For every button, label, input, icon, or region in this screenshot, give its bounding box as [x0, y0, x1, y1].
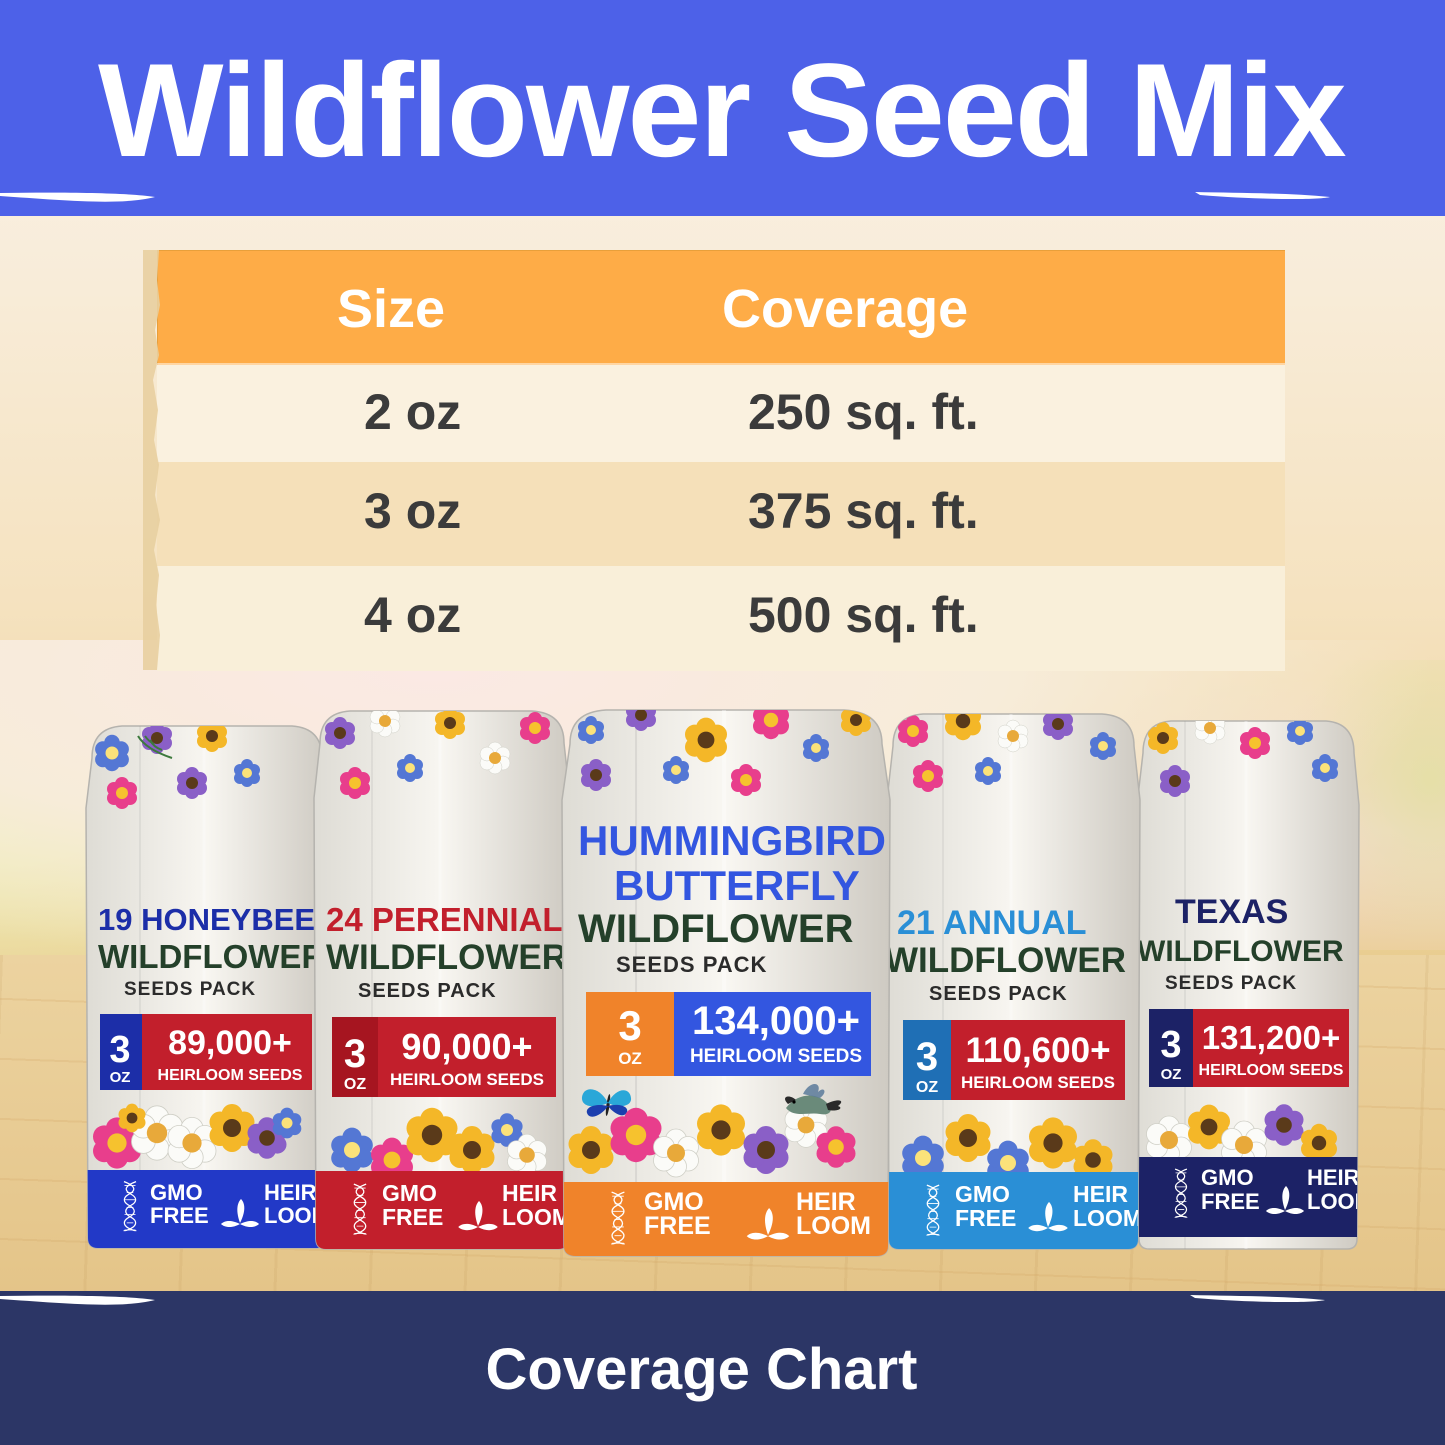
- svg-text:3: 3: [916, 1035, 938, 1079]
- svg-text:19 HONEYBEE: 19 HONEYBEE: [98, 902, 315, 937]
- svg-text:GMO: GMO: [150, 1180, 203, 1205]
- svg-text:90,000+: 90,000+: [401, 1026, 532, 1067]
- svg-text:FREE: FREE: [644, 1212, 711, 1240]
- svg-text:LOOM: LOOM: [1307, 1189, 1362, 1214]
- svg-text:WILDFLOWER: WILDFLOWER: [578, 907, 854, 951]
- svg-text:3: 3: [618, 1002, 641, 1049]
- svg-text:SEEDS PACK: SEEDS PACK: [616, 952, 767, 977]
- svg-text:21 ANNUAL: 21 ANNUAL: [897, 904, 1087, 942]
- svg-text:LOOM: LOOM: [796, 1212, 871, 1240]
- svg-text:SEEDS PACK: SEEDS PACK: [929, 983, 1068, 1005]
- svg-text:HEIR: HEIR: [264, 1180, 317, 1205]
- svg-text:OZ: OZ: [618, 1049, 642, 1068]
- svg-text:WILDFLOWER: WILDFLOWER: [1137, 935, 1344, 968]
- svg-text:HEIRLOOM SEEDS: HEIRLOOM SEEDS: [158, 1067, 303, 1084]
- svg-text:HEIRLOOM SEEDS: HEIRLOOM SEEDS: [690, 1046, 862, 1067]
- svg-text:WILDFLOWER: WILDFLOWER: [326, 938, 567, 977]
- svg-text:HEIRLOOM SEEDS: HEIRLOOM SEEDS: [1199, 1062, 1344, 1079]
- svg-text:HEIR: HEIR: [1307, 1165, 1360, 1190]
- svg-text:HEIRLOOM SEEDS: HEIRLOOM SEEDS: [961, 1073, 1115, 1092]
- svg-text:OZ: OZ: [344, 1076, 366, 1093]
- svg-text:FREE: FREE: [1201, 1189, 1260, 1214]
- svg-text:GMO: GMO: [382, 1180, 437, 1206]
- svg-text:FREE: FREE: [955, 1205, 1016, 1231]
- svg-text:OZ: OZ: [110, 1069, 131, 1086]
- svg-text:FREE: FREE: [150, 1203, 209, 1228]
- svg-text:TEXAS: TEXAS: [1175, 893, 1288, 931]
- svg-text:89,000+: 89,000+: [168, 1024, 292, 1062]
- svg-text:OZ: OZ: [1161, 1066, 1182, 1083]
- svg-text:3: 3: [1160, 1024, 1181, 1066]
- svg-text:HUMMINGBIRD: HUMMINGBIRD: [578, 817, 886, 864]
- svg-text:BUTTERFLY: BUTTERFLY: [614, 862, 860, 909]
- svg-text:SEEDS PACK: SEEDS PACK: [358, 980, 497, 1002]
- svg-text:3: 3: [344, 1032, 366, 1076]
- svg-text:3: 3: [109, 1029, 130, 1071]
- svg-text:110,600+: 110,600+: [965, 1031, 1110, 1070]
- svg-text:HEIR: HEIR: [502, 1180, 557, 1206]
- svg-text:131,200+: 131,200+: [1202, 1019, 1341, 1056]
- svg-text:GMO: GMO: [1201, 1165, 1254, 1190]
- svg-text:WILDFLOWER: WILDFLOWER: [98, 938, 325, 975]
- svg-text:LOOM: LOOM: [1073, 1205, 1142, 1231]
- svg-text:SEEDS PACK: SEEDS PACK: [124, 979, 256, 1000]
- svg-text:FREE: FREE: [382, 1204, 443, 1230]
- svg-text:WILDFLOWER: WILDFLOWER: [885, 941, 1126, 980]
- svg-text:GMO: GMO: [955, 1181, 1010, 1207]
- svg-text:HEIRLOOM SEEDS: HEIRLOOM SEEDS: [390, 1070, 544, 1089]
- svg-text:OZ: OZ: [916, 1079, 938, 1096]
- svg-text:134,000+: 134,000+: [692, 999, 860, 1043]
- svg-text:HEIR: HEIR: [1073, 1181, 1128, 1207]
- svg-text:SEEDS PACK: SEEDS PACK: [1165, 973, 1297, 994]
- svg-text:24 PERENNIAL: 24 PERENNIAL: [326, 901, 563, 938]
